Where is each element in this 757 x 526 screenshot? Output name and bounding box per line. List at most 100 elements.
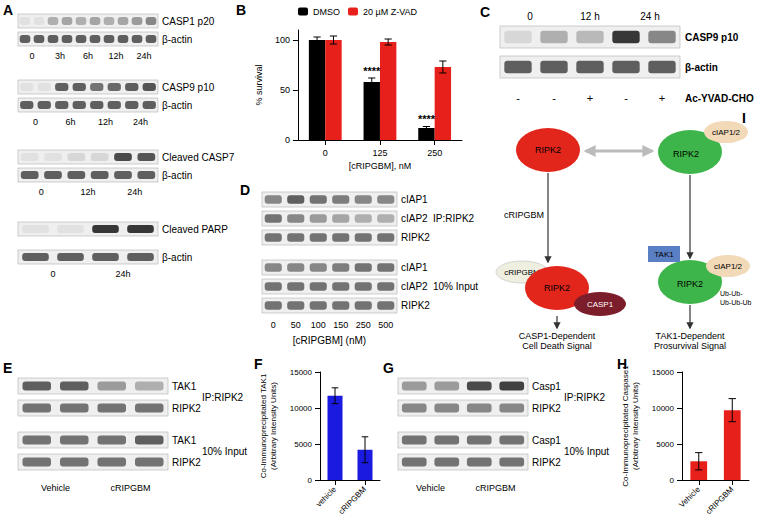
svg-text:cIAP2: cIAP2 (401, 281, 428, 292)
svg-text:RIPK2: RIPK2 (535, 145, 561, 155)
svg-text:24h: 24h (136, 51, 151, 61)
svg-text:+: + (587, 92, 593, 104)
svg-text:B: B (236, 2, 246, 18)
svg-text:500: 500 (378, 320, 393, 330)
svg-text:6h: 6h (65, 117, 75, 127)
svg-text:(Arbitrary Intensity Units): (Arbitrary Intensity Units) (269, 382, 278, 470)
svg-text:Cleaved CASP7: Cleaved CASP7 (162, 152, 235, 163)
svg-text:125: 125 (372, 148, 387, 158)
svg-text:15000: 15000 (290, 368, 313, 377)
svg-text:cRIPGBM: cRIPGBM (337, 485, 368, 516)
svg-text:D: D (240, 182, 250, 198)
svg-text:100: 100 (311, 320, 326, 330)
svg-text:TAK1: TAK1 (654, 250, 674, 259)
svg-text:vehicle: vehicle (314, 484, 338, 508)
svg-text:% survival: % survival (254, 64, 264, 105)
svg-text:24h: 24h (115, 269, 130, 279)
svg-text:CASP1 p20: CASP1 p20 (162, 16, 215, 27)
svg-text:Casp1: Casp1 (532, 381, 561, 392)
svg-text:cRIPGBM: cRIPGBM (704, 485, 735, 516)
svg-text:50: 50 (291, 320, 301, 330)
svg-text:TAK1: TAK1 (172, 435, 197, 446)
svg-text:150: 150 (333, 320, 348, 330)
svg-text:β-actin: β-actin (162, 34, 192, 45)
svg-text:RIPK2: RIPK2 (172, 403, 201, 414)
svg-text:-: - (624, 92, 628, 104)
svg-text:CASP1: CASP1 (587, 300, 614, 309)
svg-text:CASP9 p10: CASP9 p10 (685, 32, 739, 43)
svg-text:Vehicle: Vehicle (41, 483, 70, 493)
svg-text:cIAP2: cIAP2 (401, 213, 428, 224)
svg-text:RIPK2: RIPK2 (532, 403, 561, 414)
svg-text:0: 0 (285, 135, 290, 145)
svg-text:****: **** (363, 65, 381, 77)
svg-text:5000: 5000 (294, 440, 312, 449)
svg-text:Casp1: Casp1 (532, 435, 561, 446)
svg-text:****: **** (418, 113, 436, 125)
svg-text:Vehicle: Vehicle (677, 484, 702, 509)
svg-text:cRIPGBM: cRIPGBM (110, 483, 150, 493)
svg-text:β-actin: β-actin (162, 170, 192, 181)
svg-text:RIPK2: RIPK2 (401, 300, 430, 311)
svg-text:12h: 12h (98, 117, 113, 127)
svg-text:G: G (383, 360, 394, 376)
svg-text:RIPK2: RIPK2 (677, 279, 703, 289)
svg-text:10% Input: 10% Input (202, 446, 247, 457)
svg-text:IP:RIPK2: IP:RIPK2 (564, 392, 606, 403)
svg-text:Cleaved PARP: Cleaved PARP (162, 224, 228, 235)
svg-text:CASP9 p10: CASP9 p10 (162, 82, 215, 93)
svg-text:RIPK2: RIPK2 (172, 457, 201, 468)
svg-text:0: 0 (39, 187, 44, 197)
svg-text:[cRIPGBM] (nM): [cRIPGBM] (nM) (293, 335, 366, 346)
svg-text:(Arbitrary Intensity Units): (Arbitrary Intensity Units) (631, 382, 640, 470)
svg-text:cIAP1: cIAP1 (401, 194, 428, 205)
svg-text:RIPK2: RIPK2 (544, 283, 570, 293)
svg-text:0: 0 (29, 51, 34, 61)
svg-text:cRIPGBM: cRIPGBM (504, 268, 540, 277)
svg-text:3h: 3h (55, 51, 65, 61)
svg-text:0: 0 (271, 320, 276, 330)
svg-text:-: - (552, 92, 556, 104)
svg-text:cIAP1: cIAP1 (401, 262, 428, 273)
svg-text:C: C (480, 4, 490, 20)
svg-text:RIPK2: RIPK2 (532, 457, 561, 468)
svg-text:RIPK2: RIPK2 (673, 149, 699, 159)
svg-text:F: F (254, 356, 263, 372)
svg-text:Vehicle: Vehicle (416, 483, 445, 493)
svg-text:250: 250 (356, 320, 371, 330)
svg-text:10000: 10000 (290, 404, 313, 413)
svg-text:5000: 5000 (656, 440, 674, 449)
svg-text:E: E (3, 360, 12, 376)
svg-text:β-actin: β-actin (685, 62, 718, 73)
svg-text:cIAP1/2: cIAP1/2 (712, 128, 741, 137)
svg-text:15000: 15000 (652, 368, 675, 377)
svg-text:H: H (617, 356, 627, 372)
svg-text:24h: 24h (133, 117, 148, 127)
svg-text:24h: 24h (127, 187, 142, 197)
svg-text:-: - (516, 92, 520, 104)
svg-text:6h: 6h (83, 51, 93, 61)
svg-text:250: 250 (427, 148, 442, 158)
svg-text:Ac-YVAD-CHO: Ac-YVAD-CHO (685, 93, 754, 104)
svg-text:10% Input: 10% Input (564, 446, 609, 457)
svg-text:12h: 12h (80, 187, 95, 197)
svg-text:IP:RIPK2: IP:RIPK2 (433, 213, 475, 224)
svg-text:A: A (3, 2, 13, 18)
svg-text:50: 50 (280, 85, 290, 95)
svg-text:24 h: 24 h (640, 11, 659, 22)
svg-text:RIPK2: RIPK2 (401, 232, 430, 243)
svg-text:I: I (742, 110, 746, 126)
svg-text:cIAP1/2: cIAP1/2 (714, 262, 743, 271)
svg-text:0: 0 (670, 476, 675, 485)
svg-text:0: 0 (527, 11, 533, 22)
svg-text:DMSO: DMSO (313, 7, 340, 17)
svg-text:10000: 10000 (652, 404, 675, 413)
svg-text:12h: 12h (108, 51, 123, 61)
svg-text:20 µM Z-VAD: 20 µM Z-VAD (363, 7, 418, 17)
svg-text:Ub-Ub-Ub-Ub-Ub: Ub-Ub-Ub-Ub-Ub (720, 290, 752, 305)
svg-text:10% Input: 10% Input (433, 281, 478, 292)
svg-text:100: 100 (275, 35, 290, 45)
svg-text:0: 0 (33, 117, 38, 127)
svg-text:0: 0 (308, 476, 313, 485)
svg-text:Co-Immunoprecipitated TAK1: Co-Immunoprecipitated TAK1 (259, 373, 268, 478)
